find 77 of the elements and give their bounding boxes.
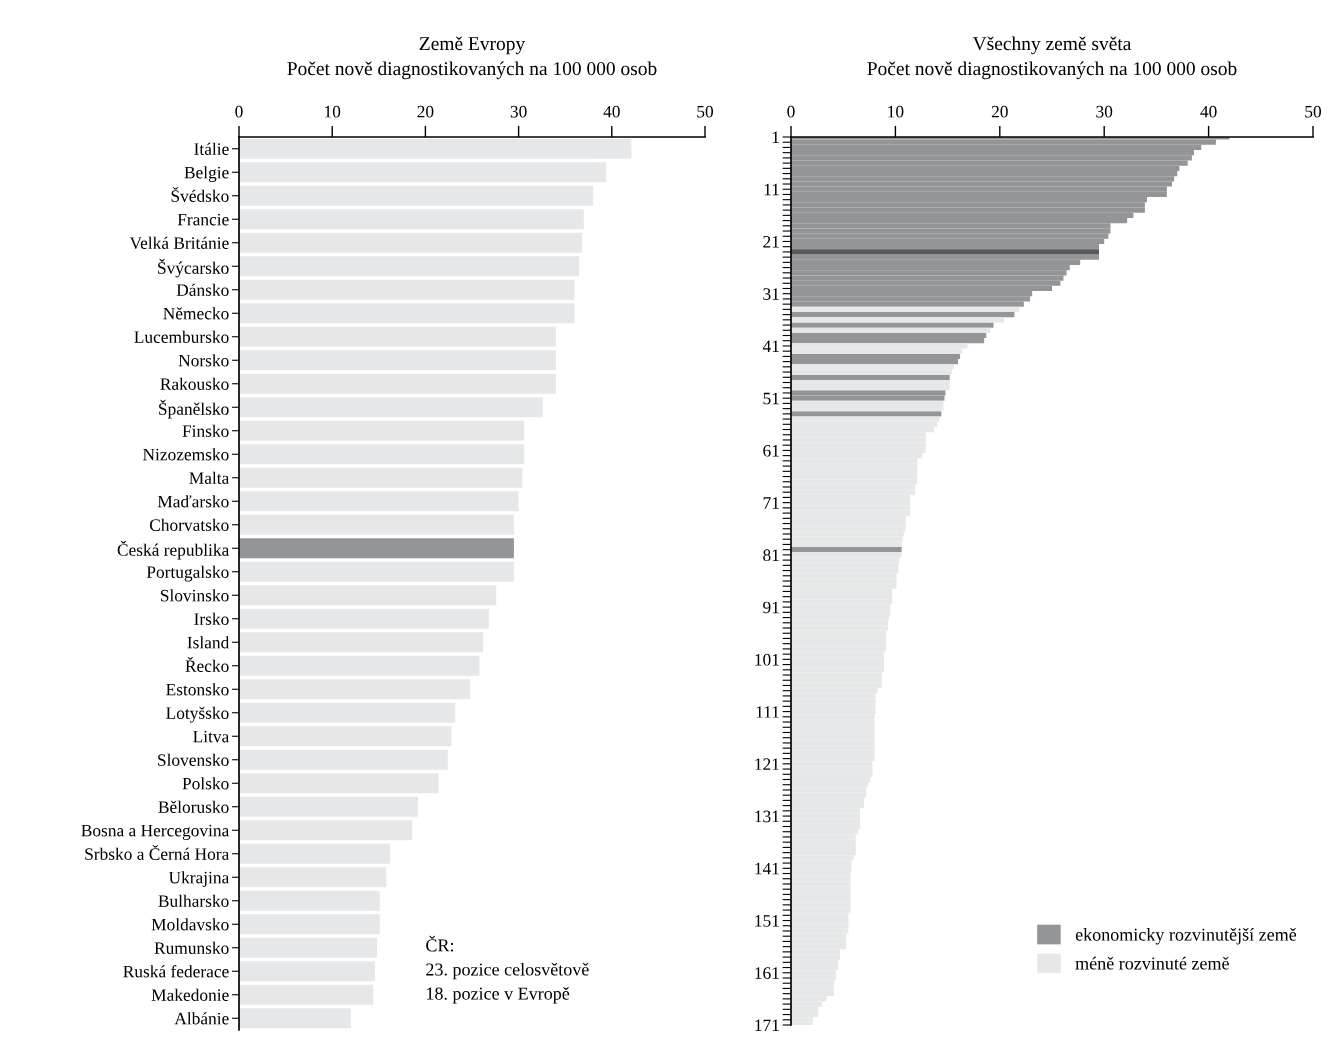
y-tick-label: Albánie — [174, 1012, 229, 1025]
y-tick-label: Slovinsko — [160, 589, 229, 602]
x-tick-label: 0 — [787, 105, 795, 118]
y-tick-label: 11 — [764, 183, 779, 196]
y-tick-label: Belgie — [184, 166, 229, 183]
y-tick-label: Chorvatsko — [149, 518, 229, 531]
y-tick-label: Moldavsko — [151, 918, 229, 931]
y-tick-label: Slovensko — [158, 753, 229, 766]
y-tick-label: Irsko — [194, 612, 229, 625]
y-tick-label: Ukrajina — [168, 871, 230, 887]
y-tick-label: Nizozemsko — [142, 448, 229, 461]
y-tick-label: 141 — [755, 862, 779, 875]
y-tick-label: 1 — [772, 131, 779, 144]
y-tick-label: 101 — [755, 653, 779, 666]
y-tick-label: Bělorusko — [158, 800, 229, 813]
x-tick-label: 0 — [235, 105, 243, 118]
legend-label: méně rozvinuté země — [1075, 956, 1229, 970]
y-tick-label: Německo — [163, 307, 229, 320]
y-tick-label: Lotyšsko — [166, 706, 229, 723]
y-tick-label: 161 — [755, 967, 779, 979]
y-tick-label: 151 — [755, 915, 779, 927]
chart-subtitle: Počet nově diagnostikovaných na 100 000 osob — [287, 61, 657, 80]
y-tick-label: Španělsko — [159, 399, 229, 419]
y-tick-label: 31 — [763, 288, 779, 300]
y-tick-label: Makedonie — [151, 988, 229, 1001]
y-tick-label: Portugalsko — [146, 565, 229, 582]
y-tick-label: Rumunsko — [154, 941, 229, 954]
y-tick-label: Norsko — [178, 354, 229, 367]
x-tick-label: 30 — [1096, 105, 1113, 118]
y-tick-label: Finsko — [182, 424, 229, 437]
y-tick-label: Itálie — [194, 142, 229, 155]
annotation: ČR: — [426, 935, 454, 952]
x-tick-label: 40 — [1200, 105, 1217, 118]
y-tick-label: Estonsko — [166, 683, 229, 696]
y-tick-label: Litva — [193, 730, 230, 743]
y-tick-label: Maďarsko — [157, 495, 229, 508]
y-tick-label: 41 — [762, 340, 779, 352]
y-tick-label: 91 — [763, 601, 779, 614]
y-tick-label: Švýcarsko — [158, 258, 229, 278]
y-tick-label: Švédsko — [171, 186, 229, 202]
y-tick-label: 51 — [763, 392, 779, 405]
y-tick-label: 131 — [755, 810, 779, 823]
y-tick-label: 21 — [763, 236, 779, 248]
y-tick-label: Lucembursko — [134, 330, 229, 343]
y-tick-label: Česká republika — [117, 540, 230, 560]
y-tick-label: Ruská federace — [123, 965, 229, 978]
y-tick-label: Francie — [177, 213, 229, 226]
y-tick-label: 111 — [756, 706, 779, 718]
y-tick-label: 171 — [755, 1019, 779, 1032]
y-tick-label: 71 — [763, 497, 779, 509]
annotation: 23. pozice celosvětově — [426, 962, 589, 980]
x-tick-label: 20 — [991, 105, 1008, 118]
legend-label: ekonomicky rozvinutější země — [1075, 928, 1297, 945]
y-tick-label: Srbsko a Černá Hora — [85, 844, 230, 860]
y-tick-label: Bulharsko — [158, 894, 229, 907]
y-tick-label: Polsko — [182, 777, 229, 790]
x-tick-label: 50 — [1305, 105, 1322, 118]
y-tick-label: Dánsko — [176, 283, 229, 296]
y-tick-label: Řecko — [185, 656, 229, 672]
y-tick-label: Bosna a Hercegovina — [81, 824, 230, 840]
chart-title: Všechny země světa — [972, 36, 1132, 55]
x-tick-label: 20 — [417, 105, 434, 118]
x-tick-label: 30 — [510, 105, 527, 118]
y-tick-label: 81 — [763, 549, 779, 562]
x-tick-label: 10 — [325, 105, 341, 118]
y-tick-label: Island — [187, 636, 230, 649]
x-tick-label: 50 — [697, 105, 714, 118]
x-tick-label: 10 — [888, 105, 904, 118]
y-tick-label: Velká Británie — [129, 236, 229, 250]
y-tick-label: 61 — [763, 444, 779, 457]
chart-subtitle: Počet nově diagnostikovaných na 100 000 osob — [867, 61, 1237, 80]
annotation: 18. pozice v Evropě — [426, 986, 570, 1004]
x-tick-label: 40 — [603, 105, 620, 118]
y-tick-label: Rakousko — [160, 377, 229, 390]
y-tick-label: 121 — [755, 758, 779, 770]
y-tick-label: Malta — [189, 471, 230, 484]
chart-title: Země Evropy — [419, 36, 526, 55]
